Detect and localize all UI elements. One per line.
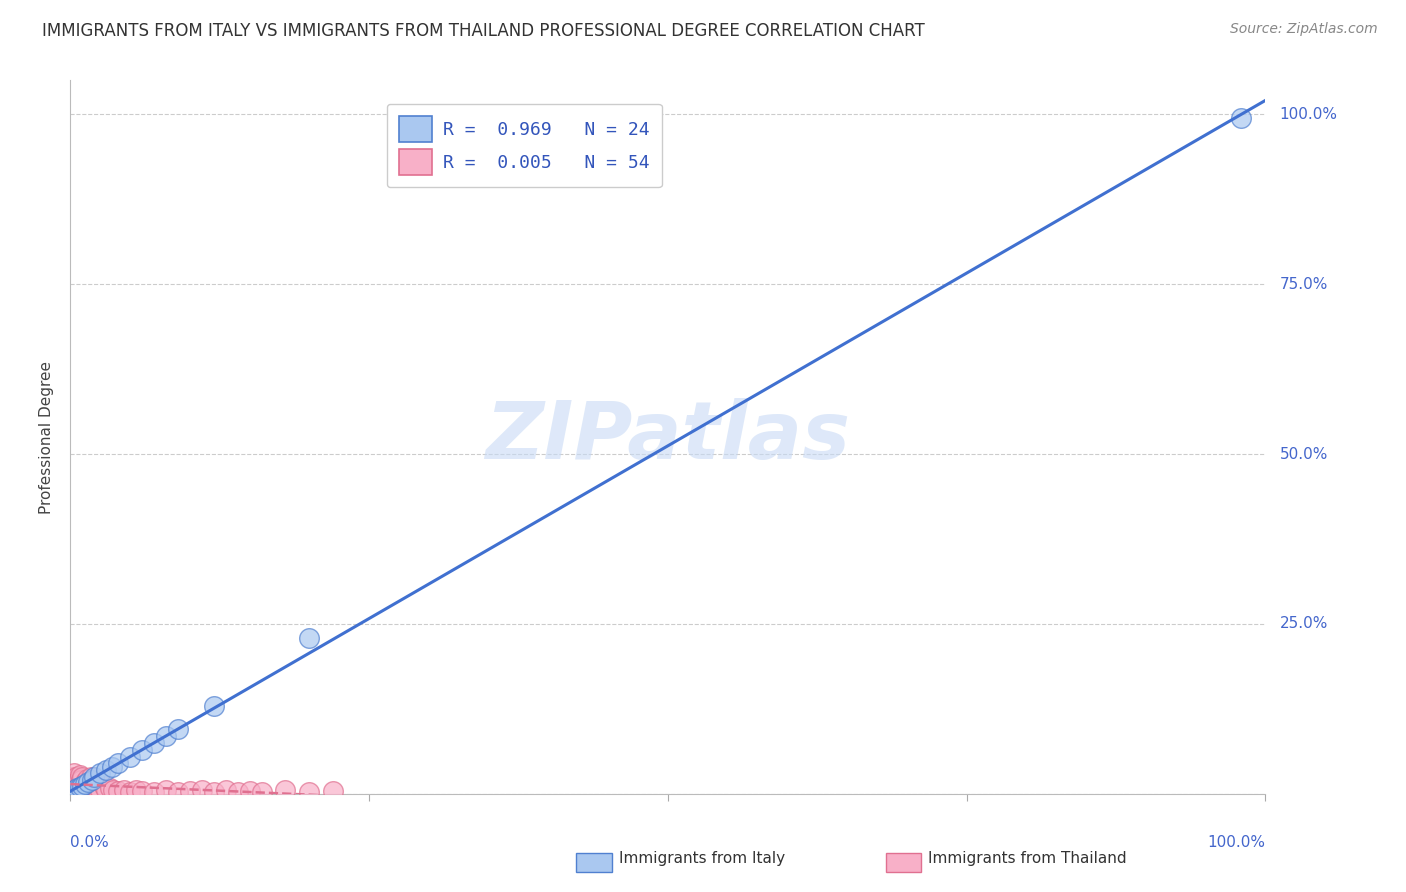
Point xyxy=(202,698,225,713)
Point xyxy=(179,784,201,798)
Point xyxy=(298,631,321,645)
Point xyxy=(65,779,87,793)
Point xyxy=(274,783,297,797)
Point xyxy=(72,782,94,797)
Text: 75.0%: 75.0% xyxy=(1279,277,1327,292)
Point xyxy=(65,770,87,784)
Point xyxy=(60,785,83,799)
Y-axis label: Professional Degree: Professional Degree xyxy=(39,360,55,514)
Point xyxy=(70,779,93,793)
Point xyxy=(75,780,97,794)
Point xyxy=(250,785,273,799)
Point xyxy=(69,777,91,791)
Point xyxy=(82,774,104,789)
Point xyxy=(76,772,98,786)
Point xyxy=(80,781,103,796)
Point xyxy=(103,783,125,797)
Point xyxy=(66,783,89,797)
Point xyxy=(67,772,90,786)
Point xyxy=(63,783,86,797)
Point xyxy=(63,773,86,788)
Point xyxy=(62,784,84,798)
Point xyxy=(131,742,153,756)
Text: Immigrants from Thailand: Immigrants from Thailand xyxy=(928,852,1126,866)
Point xyxy=(69,768,91,782)
Point xyxy=(70,770,93,784)
Point xyxy=(98,781,121,796)
Point xyxy=(107,756,129,771)
Text: Source: ZipAtlas.com: Source: ZipAtlas.com xyxy=(1230,22,1378,37)
Point xyxy=(93,779,115,793)
Point xyxy=(1230,111,1253,125)
Point xyxy=(62,777,84,791)
Point xyxy=(101,760,124,774)
Point xyxy=(322,784,344,798)
Text: 0.0%: 0.0% xyxy=(70,836,110,850)
Point xyxy=(202,785,225,799)
Point xyxy=(70,781,93,796)
Point xyxy=(166,785,188,799)
Point xyxy=(96,782,117,797)
Point xyxy=(79,770,101,784)
Point xyxy=(73,777,96,791)
Point xyxy=(214,783,236,797)
Point xyxy=(69,780,91,794)
Text: Immigrants from Italy: Immigrants from Italy xyxy=(619,852,785,866)
Point xyxy=(70,773,93,788)
Text: 50.0%: 50.0% xyxy=(1279,447,1327,461)
Point xyxy=(120,749,141,764)
Point xyxy=(63,766,86,780)
Point xyxy=(166,723,188,737)
Point xyxy=(155,729,177,743)
Point xyxy=(143,785,166,799)
Point xyxy=(89,783,111,797)
Point xyxy=(107,784,129,798)
Point xyxy=(120,785,141,799)
Point xyxy=(131,784,153,798)
Point xyxy=(65,783,87,797)
Point xyxy=(63,781,86,796)
Point xyxy=(239,784,262,798)
Text: 100.0%: 100.0% xyxy=(1279,107,1337,122)
Text: ZIPatlas: ZIPatlas xyxy=(485,398,851,476)
Point xyxy=(60,780,83,794)
Legend: R =  0.969   N = 24, R =  0.005   N = 54: R = 0.969 N = 24, R = 0.005 N = 54 xyxy=(387,103,662,187)
Point xyxy=(77,774,100,789)
Point xyxy=(96,763,117,777)
Point xyxy=(67,780,90,794)
Point xyxy=(70,779,93,793)
Point xyxy=(143,736,166,750)
Text: IMMIGRANTS FROM ITALY VS IMMIGRANTS FROM THAILAND PROFESSIONAL DEGREE CORRELATIO: IMMIGRANTS FROM ITALY VS IMMIGRANTS FROM… xyxy=(42,22,925,40)
Point xyxy=(298,785,321,799)
Point xyxy=(125,783,148,797)
Point xyxy=(80,773,103,788)
Point xyxy=(60,773,83,788)
Point xyxy=(89,766,111,780)
Point xyxy=(77,782,100,797)
Text: 25.0%: 25.0% xyxy=(1279,616,1327,632)
Point xyxy=(63,782,86,797)
Point xyxy=(66,774,89,789)
Point xyxy=(73,774,96,789)
Point xyxy=(66,781,89,796)
Point xyxy=(226,785,249,799)
Point xyxy=(155,783,177,797)
Point xyxy=(63,785,86,799)
Point xyxy=(86,781,108,796)
Point xyxy=(191,782,214,797)
Point xyxy=(112,782,135,797)
Point xyxy=(83,770,105,784)
Point xyxy=(83,779,105,793)
Text: 100.0%: 100.0% xyxy=(1208,836,1265,850)
Point xyxy=(79,777,101,791)
Point xyxy=(62,770,84,784)
